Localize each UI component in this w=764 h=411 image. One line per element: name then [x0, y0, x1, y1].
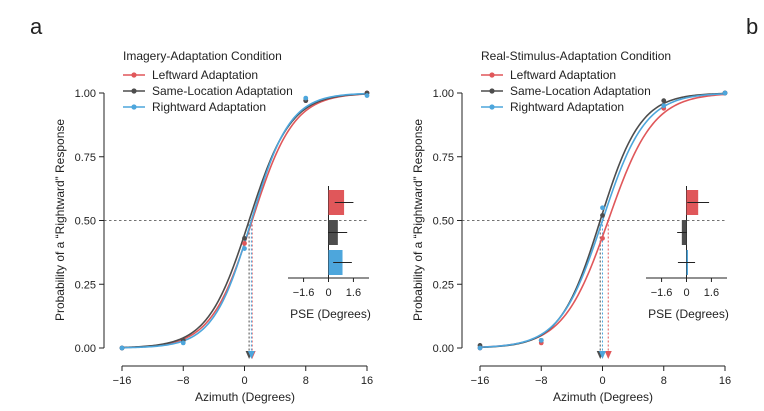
panel-b: b 0.00 0.25 0.50 0.75 1.00 −16 −8 0 8 16 Azimuth (D…: [411, 14, 758, 404]
data-point: [119, 345, 125, 351]
data-point: [242, 235, 247, 241]
x-tick-label: −16: [113, 375, 132, 387]
inset-x-tick-label: 1.6: [704, 287, 719, 299]
panel-letter: a: [30, 14, 43, 39]
legend-marker: [489, 104, 495, 110]
y-tick-label: 0.00: [433, 343, 454, 355]
y-tick-label: 0.50: [75, 216, 96, 228]
x-axis-title: Azimuth (Degrees): [195, 390, 295, 404]
y-tick-label: 0.25: [433, 279, 454, 291]
legend-marker: [131, 104, 137, 110]
inset-x-title: PSE (Degrees): [290, 307, 371, 321]
fit-curve: [479, 93, 726, 348]
legend-marker: [131, 88, 137, 94]
x-axis-title: Azimuth (Degrees): [553, 390, 653, 404]
legend-label: Same-Location Adaptation: [510, 84, 651, 98]
data-point: [538, 337, 544, 343]
data-point: [600, 213, 605, 218]
panel-a: a 0.00 0.25 0.50 0.75 1.00 −16 −8 0 8 16 Azimuth (D…: [30, 14, 373, 404]
x-tick-label: 16: [361, 375, 373, 387]
chart-title: Imagery-Adaptation Condition: [123, 49, 282, 63]
legend-marker: [131, 72, 137, 78]
panel-letter: b: [746, 14, 758, 39]
pse-marker: [604, 351, 612, 359]
y-axis-title: Probability of a “Rightward” Response: [411, 119, 425, 321]
legend-marker: [489, 88, 495, 94]
y-tick-label: 0.00: [75, 343, 96, 355]
data-point: [242, 246, 247, 251]
data-point: [600, 235, 605, 241]
x-tick-label: −8: [177, 375, 190, 387]
x-tick-label: 8: [303, 375, 309, 387]
data-point: [661, 103, 667, 109]
y-tick-label: 0.50: [433, 216, 454, 228]
y-axis-title: Probability of a “Rightward” Response: [53, 119, 67, 321]
data-point: [364, 93, 370, 98]
data-point: [661, 98, 667, 104]
y-tick-label: 0.75: [75, 152, 96, 164]
legend-label: Leftward Adaptation: [152, 68, 258, 82]
inset-x-tick-label: 0: [325, 287, 331, 299]
data-point: [180, 340, 186, 346]
x-tick-label: −16: [471, 375, 490, 387]
pse-marker: [599, 351, 606, 359]
x-tick-label: 0: [241, 375, 247, 387]
legend-label: Rightward Adaptation: [152, 100, 266, 114]
x-tick-label: 8: [661, 375, 667, 387]
y-tick-label: 0.75: [433, 152, 454, 164]
inset-x-tick-label: 0: [683, 287, 689, 299]
data-point: [600, 205, 605, 211]
fit-curve: [121, 93, 368, 349]
legend-label: Rightward Adaptation: [510, 100, 624, 114]
inset-x-tick-label: −1.6: [651, 287, 673, 299]
x-tick-label: 16: [719, 375, 731, 387]
legend-marker: [489, 72, 495, 78]
y-tick-label: 1.00: [75, 88, 96, 100]
y-tick-label: 1.00: [433, 88, 454, 100]
y-tick-label: 0.25: [75, 279, 96, 291]
x-tick-label: −8: [535, 375, 548, 387]
data-point: [242, 241, 247, 246]
data-point: [303, 95, 309, 101]
legend-label: Leftward Adaptation: [510, 68, 616, 82]
pse-marker: [247, 351, 255, 359]
data-point: [477, 345, 483, 351]
inset-x-title: PSE (Degrees): [648, 307, 729, 321]
inset-x-tick-label: 1.6: [346, 287, 361, 299]
inset-x-tick-label: −1.6: [293, 287, 315, 299]
legend-label: Same-Location Adaptation: [152, 84, 293, 98]
data-point: [722, 90, 728, 96]
x-tick-label: 0: [599, 375, 605, 387]
chart-title: Real-Stimulus-Adaptation Condition: [481, 49, 671, 63]
